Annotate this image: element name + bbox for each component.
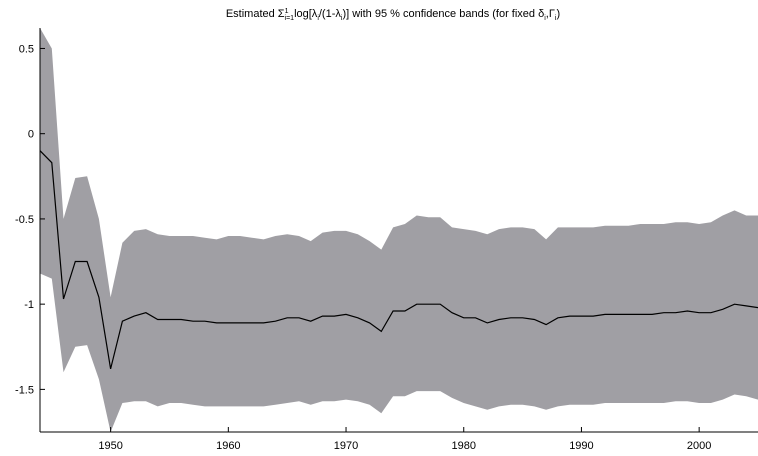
- title-prefix: Estimated Σ: [226, 8, 285, 20]
- x-tick-label: 1980: [451, 440, 475, 452]
- y-tick-label: -1: [24, 299, 34, 311]
- y-tick-label: 0.5: [19, 43, 34, 55]
- title-sub2: i: [341, 15, 343, 22]
- x-tick-label: 1970: [334, 440, 358, 452]
- chart-title: Estimated Σ1 i=1log[λi/(1-λi)] with 95 % …: [226, 8, 560, 22]
- y-tick-label: -1.5: [15, 384, 34, 396]
- title-mid2: /(1-λ: [319, 8, 342, 20]
- estimate-line: [39, 150, 758, 370]
- title-mid4: ,Γ: [546, 8, 555, 20]
- x-tick-label: 1990: [569, 440, 593, 452]
- x-tick-label: 2000: [687, 440, 711, 452]
- title-sub: i=1: [285, 15, 295, 22]
- x-tick-label: 1960: [216, 440, 240, 452]
- x-tick-label: 1950: [98, 440, 122, 452]
- y-tick-label: 0: [28, 129, 34, 141]
- title-sub1: i: [317, 15, 319, 22]
- title-sub3: i: [544, 15, 546, 22]
- title-sub4: i: [555, 15, 557, 22]
- title-mid1: log[λ: [294, 8, 318, 20]
- y-tick-label: -0.5: [15, 214, 34, 226]
- title-sup: 1: [285, 8, 289, 15]
- confidence-band: [40, 28, 758, 432]
- plot-area: [39, 28, 758, 432]
- axes: 0.5 0 -0.5 -1 -1.5 1950 1960 1970 1980 1990 2000: [15, 28, 758, 452]
- title-mid3: )] with 95 % confidence bands (for fixed…: [342, 8, 544, 20]
- title-suffix: ): [556, 8, 560, 20]
